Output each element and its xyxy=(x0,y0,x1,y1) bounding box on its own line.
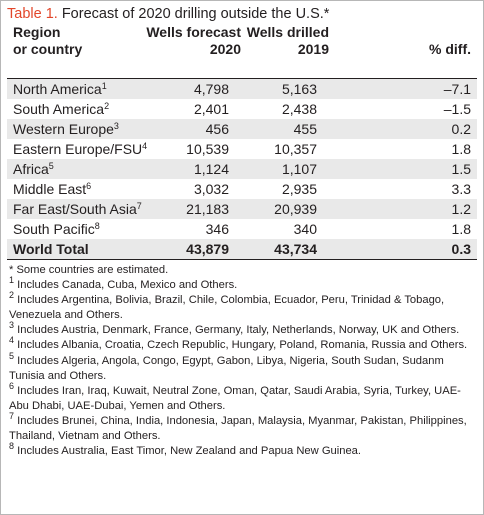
row-forecast: 456 xyxy=(205,121,229,137)
footnote: 4 Includes Albania, Croatia, Czech Repub… xyxy=(9,335,468,352)
row-drilled: 340 xyxy=(293,221,317,237)
footnote: 5 Includes Algeria, Angola, Congo, Egypt… xyxy=(9,350,444,382)
row-region: Eastern Europe/FSU4 xyxy=(13,141,148,157)
footnote: 6 Includes Iran, Iraq, Kuwait, Neutral Z… xyxy=(9,380,461,412)
row-drilled: 5,163 xyxy=(281,81,317,97)
row-forecast: 1,124 xyxy=(193,161,229,177)
table-row: South America2 2,401 2,438 –1.5 xyxy=(7,99,477,119)
row-forecast: 4,798 xyxy=(193,81,229,97)
footnote: 7 Includes Brunei, China, India, Indones… xyxy=(9,410,467,443)
footnote: 2 Includes Argentina, Bolivia, Brazil, C… xyxy=(9,290,445,322)
table-body: North America1 4,798 5,163 –7.1 South Am… xyxy=(7,79,477,259)
table-row: Middle East6 3,032 2,935 3.3 xyxy=(7,179,477,199)
footnote: 3 Includes Austria, Denmark, France, Ger… xyxy=(9,320,460,337)
total-forecast: 43,879 xyxy=(186,241,229,257)
total-drilled: 43,734 xyxy=(274,241,317,257)
footnote: 8 Includes Australia, East Timor, New Ze… xyxy=(9,441,362,458)
table-row: Far East/South Asia7 21,183 20,939 1.2 xyxy=(7,199,477,219)
row-drilled: 455 xyxy=(293,121,317,137)
table-row: South Pacific8 346 340 1.8 xyxy=(7,219,477,239)
row-drilled: 2,438 xyxy=(281,101,317,117)
table-row: Eastern Europe/FSU4 10,539 10,357 1.8 xyxy=(7,139,477,159)
header-region-line2: or country xyxy=(13,41,83,57)
header-percent-diff: % diff. xyxy=(429,41,471,57)
total-diff: 0.3 xyxy=(451,241,471,257)
total-rule xyxy=(7,259,477,260)
row-diff: 1.5 xyxy=(451,161,471,177)
total-row: World Total 43,879 43,734 0.3 xyxy=(7,239,477,259)
header-forecast-line1: Wells forecast xyxy=(146,24,241,40)
table-row: Western Europe3 456 455 0.2 xyxy=(7,119,477,139)
row-forecast: 3,032 xyxy=(193,181,229,197)
row-region: Western Europe3 xyxy=(13,121,119,137)
total-label: World Total xyxy=(13,241,89,257)
header-region: Region or country xyxy=(13,24,82,58)
table-row: Africa5 1,124 1,107 1.5 xyxy=(7,159,477,179)
row-forecast: 2,401 xyxy=(193,101,229,117)
table-caption: Forecast of 2020 drilling outside the U.… xyxy=(61,6,330,22)
row-drilled: 1,107 xyxy=(281,161,317,177)
header-drilled-line2: 2019 xyxy=(297,41,329,57)
row-diff: 1.2 xyxy=(451,201,471,217)
row-region: Middle East6 xyxy=(13,181,92,197)
row-region: Africa5 xyxy=(13,161,54,177)
row-diff: 1.8 xyxy=(451,141,471,157)
asterisk-note: * Some countries are estimated. xyxy=(9,264,169,276)
row-region: North America1 xyxy=(13,81,107,97)
row-drilled: 10,357 xyxy=(274,141,317,157)
footnotes: * Some countries are estimated. 1 Includ… xyxy=(9,263,477,459)
row-diff: 3.3 xyxy=(451,181,471,197)
row-forecast: 21,183 xyxy=(186,201,229,217)
row-region: South America2 xyxy=(13,101,110,117)
table-label: Table 1. xyxy=(7,6,58,22)
header-wells-forecast: Wells forecast 2020 xyxy=(146,24,241,58)
header-drilled-line1: Wells drilled xyxy=(246,24,329,40)
header-rule xyxy=(7,78,477,79)
header-wells-drilled: Wells drilled 2019 xyxy=(247,24,329,58)
header-region-line1: Region xyxy=(13,24,61,40)
row-region: South Pacific8 xyxy=(13,221,100,237)
header-forecast-line2: 2020 xyxy=(209,41,241,57)
row-diff: 0.2 xyxy=(451,121,471,137)
row-diff: –1.5 xyxy=(443,101,471,117)
row-drilled: 2,935 xyxy=(281,181,317,197)
row-diff: 1.8 xyxy=(451,221,471,237)
table-title: Table 1. Forecast of 2020 drilling outsi… xyxy=(7,5,329,23)
row-diff: –7.1 xyxy=(443,81,471,97)
table-row: North America1 4,798 5,163 –7.1 xyxy=(7,79,477,99)
row-drilled: 20,939 xyxy=(274,201,317,217)
row-forecast: 346 xyxy=(205,221,229,237)
row-region: Far East/South Asia7 xyxy=(13,201,142,217)
footnote: 1 Includes Canada, Cuba, Mexico and Othe… xyxy=(9,275,238,292)
row-forecast: 10,539 xyxy=(186,141,229,157)
